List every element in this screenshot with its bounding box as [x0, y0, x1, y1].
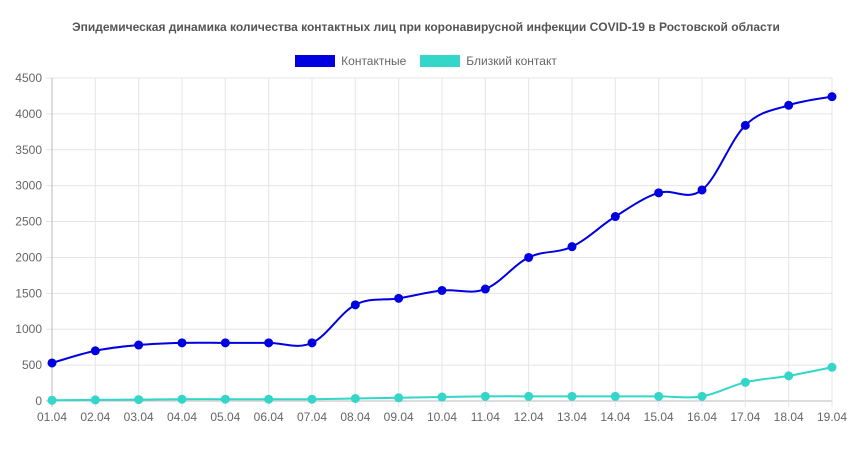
x-tick-label: 19.04	[817, 410, 847, 424]
y-tick-label: 500	[22, 358, 42, 372]
data-point-0	[90, 346, 100, 356]
data-point-1	[47, 395, 57, 405]
data-point-0	[47, 358, 57, 368]
data-point-1	[134, 395, 144, 405]
data-point-1	[480, 391, 490, 401]
data-point-1	[394, 393, 404, 403]
y-tick-label: 4500	[15, 71, 42, 85]
x-tick-label: 18.04	[774, 410, 804, 424]
data-point-1	[654, 391, 664, 401]
data-point-0	[567, 242, 577, 252]
y-tick-label: 2500	[15, 215, 42, 229]
x-tick-label: 16.04	[687, 410, 717, 424]
data-point-1	[90, 395, 100, 405]
data-point-1	[827, 362, 837, 372]
data-point-0	[350, 300, 360, 310]
y-tick-label: 2000	[15, 250, 42, 264]
x-tick-label: 12.04	[514, 410, 544, 424]
x-tick-label: 04.04	[167, 410, 197, 424]
data-point-1	[524, 391, 534, 401]
data-point-0	[394, 293, 404, 303]
data-point-1	[264, 394, 274, 404]
x-tick-label: 10.04	[427, 410, 457, 424]
data-point-0	[480, 284, 490, 294]
legend-item-contact[interactable]: Контактные	[295, 54, 406, 68]
data-point-1	[610, 391, 620, 401]
data-point-0	[610, 212, 620, 222]
legend: Контактные Близкий контакт	[0, 54, 852, 68]
x-tick-label: 09.04	[384, 410, 414, 424]
data-point-1	[567, 391, 577, 401]
x-tick-label: 01.04	[37, 410, 67, 424]
legend-swatch-contact	[295, 55, 336, 67]
x-tick-label: 07.04	[297, 410, 327, 424]
data-point-1	[740, 377, 750, 387]
data-point-0	[654, 188, 664, 198]
x-tick-label: 13.04	[557, 410, 587, 424]
data-point-0	[307, 338, 317, 348]
chart-title: Эпидемическая динамика количества контак…	[72, 20, 780, 34]
legend-label-contact: Контактные	[341, 54, 407, 68]
data-point-0	[524, 252, 534, 262]
y-tick-label: 1500	[15, 286, 42, 300]
legend-swatch-close-contact	[420, 55, 461, 67]
data-point-0	[437, 285, 447, 295]
x-tick-label: 14.04	[600, 410, 630, 424]
x-tick-label: 11.04	[471, 410, 500, 424]
data-point-0	[740, 120, 750, 130]
data-point-1	[177, 394, 187, 404]
y-tick-label: 3000	[15, 179, 42, 193]
data-point-0	[827, 92, 837, 102]
data-point-1	[350, 393, 360, 403]
data-point-0	[177, 338, 187, 348]
y-tick-label: 1000	[15, 322, 42, 336]
x-tick-label: 03.04	[124, 410, 154, 424]
data-point-1	[437, 392, 447, 402]
legend-label-close-contact: Близкий контакт	[466, 54, 557, 68]
x-tick-label: 02.04	[80, 410, 110, 424]
x-tick-label: 06.04	[254, 410, 284, 424]
x-tick-label: 17.04	[730, 410, 760, 424]
data-point-0	[134, 340, 144, 350]
data-point-1	[220, 394, 230, 404]
y-tick-label: 4000	[15, 107, 42, 121]
legend-item-close-contact[interactable]: Близкий контакт	[420, 54, 557, 68]
data-point-1	[307, 394, 317, 404]
data-point-1	[784, 371, 794, 381]
x-tick-label: 15.04	[644, 410, 674, 424]
data-point-0	[220, 338, 230, 348]
y-tick-label: 0	[35, 394, 42, 408]
data-point-0	[784, 100, 794, 110]
x-tick-label: 05.04	[210, 410, 240, 424]
data-point-1	[697, 391, 707, 401]
y-tick-label: 3500	[15, 143, 42, 157]
x-tick-label: 08.04	[340, 410, 370, 424]
data-point-0	[697, 185, 707, 195]
data-point-0	[264, 338, 274, 348]
